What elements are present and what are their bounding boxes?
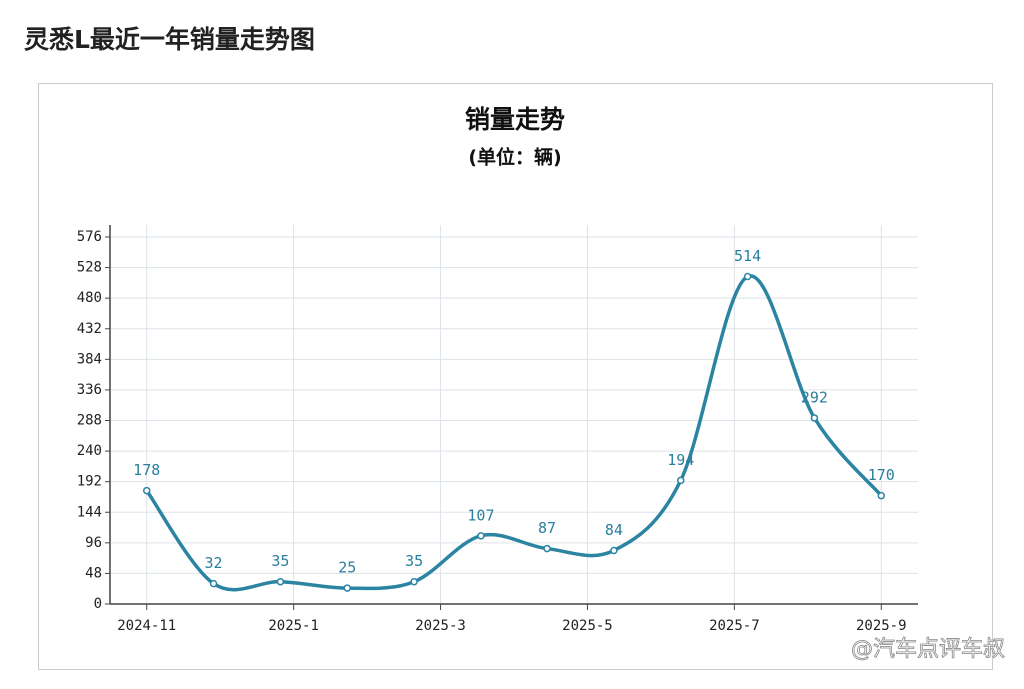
point [276,577,285,586]
plot-area [110,225,918,604]
x-tick-label: 2025-9 [856,618,907,634]
point [877,491,886,500]
value-label: 170 [868,466,895,484]
value-label: 35 [405,552,423,570]
value-label: 35 [271,552,289,570]
value-label: 87 [538,519,556,537]
point [410,577,418,586]
y-tick-label: 96 [85,535,102,551]
point [676,476,685,485]
y-tick-label: 384 [77,351,102,367]
y-tick-label: 288 [77,413,102,429]
x-tick-label: 2024-11 [117,618,176,634]
value-label: 25 [338,559,356,577]
point [610,546,618,555]
page-heading: 灵悉L最近一年销量走势图 [24,25,315,54]
y-tick-label: 48 [85,565,102,581]
point [209,579,218,588]
value-label: 178 [133,461,160,479]
point [142,486,151,495]
y-tick-label: 432 [77,321,102,337]
x-tick-label: 2025-5 [562,618,613,634]
y-tick-label: 528 [77,260,102,276]
point [810,414,819,422]
x-tick-label: 2025-7 [709,618,760,634]
point [477,532,485,540]
x-tick-label: 2025-1 [268,618,319,634]
y-tick-label: 576 [77,229,102,245]
y-tick-label: 480 [77,290,102,306]
value-label: 194 [667,451,694,469]
y-tick-label: 0 [94,596,102,612]
value-label: 514 [734,247,761,265]
point [343,584,352,592]
y-tick-label: 240 [77,443,102,459]
chart-title: 销量走势 [465,105,565,134]
y-tick-label: 192 [77,474,102,490]
value-label: 84 [605,521,623,539]
y-tick-label: 336 [77,382,102,398]
point [743,272,752,281]
value-label: 292 [801,388,828,406]
x-tick-label: 2025-3 [415,618,466,634]
y-tick-label: 144 [77,504,102,520]
value-label: 107 [467,506,494,524]
point [543,544,551,553]
watermark: @汽车点评车叔 [851,637,1005,662]
chart-subtitle: (单位：辆) [468,146,561,169]
value-label: 32 [205,554,223,572]
